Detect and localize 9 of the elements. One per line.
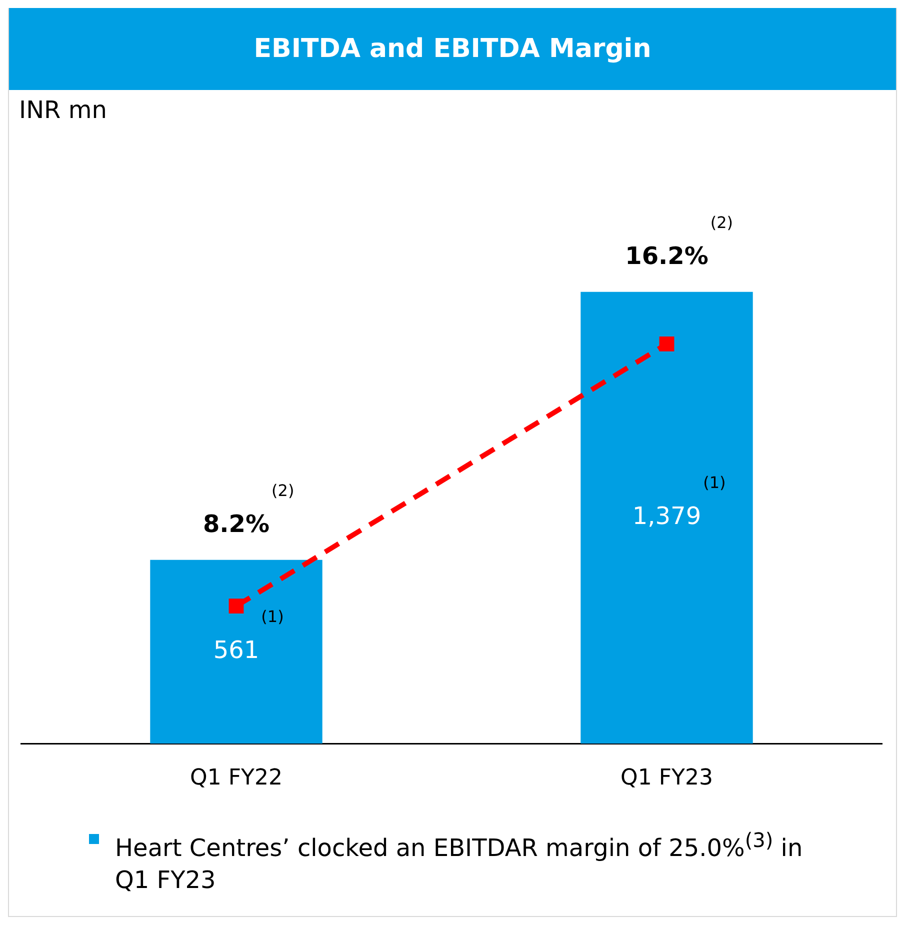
text: INR mn	[18, 95, 108, 124]
chart-title: EBITDA and EBITDA Margin	[9, 8, 896, 90]
data-label: 561(1)	[213, 606, 284, 664]
x-tick-label: Q1 FY22	[190, 766, 282, 791]
data-label: 16.2%(2)	[625, 213, 734, 270]
x-tick-label: Q1 FY23	[620, 766, 713, 791]
data-label: 1,379(1)	[632, 472, 726, 530]
data-label: 8.2%(2)	[202, 481, 294, 538]
text: Heart Centres’ clocked an EBITDAR margin of 25.0%$^{(3)}$ in Q1 FY23	[115, 828, 803, 894]
